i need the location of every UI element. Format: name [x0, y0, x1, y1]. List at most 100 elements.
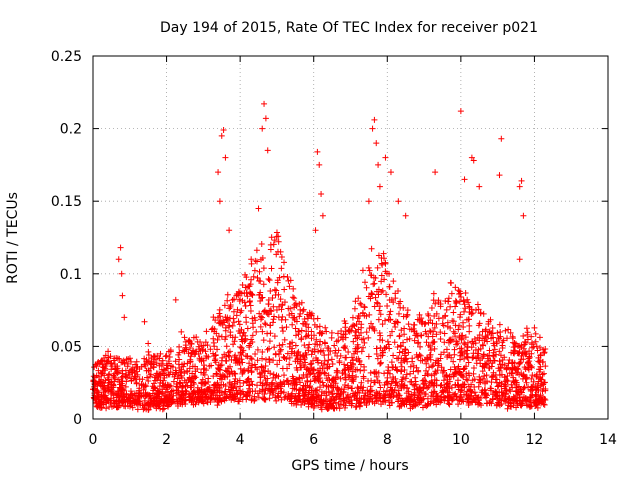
data-point	[314, 391, 321, 398]
data-point	[443, 372, 450, 379]
data-point	[274, 361, 281, 368]
data-point	[320, 382, 327, 389]
data-point	[433, 331, 440, 338]
data-point	[284, 350, 291, 357]
data-point	[242, 271, 249, 278]
data-point	[321, 357, 328, 364]
data-point	[93, 400, 100, 407]
data-point	[233, 312, 240, 319]
data-point	[501, 381, 508, 388]
data-point	[524, 396, 531, 403]
data-point	[216, 394, 223, 401]
data-point	[222, 333, 229, 340]
data-point	[522, 339, 529, 346]
data-point	[232, 375, 239, 382]
data-point	[281, 259, 288, 266]
data-point	[491, 346, 498, 353]
data-point	[262, 376, 269, 383]
data-point	[194, 338, 201, 345]
data-point	[145, 377, 152, 384]
data-point	[463, 370, 470, 377]
data-point	[394, 394, 401, 401]
data-point	[325, 345, 332, 352]
data-point	[383, 291, 390, 298]
data-point	[105, 357, 112, 364]
data-point	[386, 311, 393, 318]
data-point	[456, 322, 463, 329]
data-point	[97, 404, 104, 411]
data-point	[324, 361, 331, 368]
data-point	[365, 198, 372, 205]
data-point	[182, 344, 189, 351]
data-point	[374, 300, 381, 307]
data-point	[289, 294, 296, 301]
data-point	[275, 233, 282, 240]
data-point	[510, 344, 517, 351]
data-point	[412, 398, 419, 405]
data-point	[220, 127, 227, 134]
data-point	[271, 286, 278, 293]
x-tick-labels: 0 2 4 6 8 10 12 14	[89, 432, 617, 448]
data-point	[214, 371, 221, 378]
data-point	[222, 154, 229, 161]
data-point	[214, 346, 221, 353]
data-point	[378, 401, 385, 408]
data-point	[159, 380, 166, 387]
data-point	[513, 398, 520, 405]
data-points	[90, 100, 549, 414]
data-point	[173, 387, 180, 394]
data-point	[428, 304, 435, 311]
data-point	[536, 334, 543, 341]
data-point	[247, 281, 254, 288]
data-point	[373, 350, 380, 357]
data-point	[259, 314, 266, 321]
data-point	[296, 313, 303, 320]
data-point	[356, 389, 363, 396]
data-point	[143, 391, 150, 398]
data-point	[104, 387, 111, 394]
data-point	[178, 384, 185, 391]
data-point	[176, 349, 183, 356]
data-point	[465, 370, 472, 377]
data-point	[487, 387, 494, 394]
data-point	[452, 297, 459, 304]
data-point	[278, 265, 285, 272]
data-point	[497, 364, 504, 371]
data-point	[357, 385, 364, 392]
data-point	[527, 393, 534, 400]
data-point	[296, 301, 303, 308]
data-point	[259, 294, 266, 301]
data-point	[248, 336, 255, 343]
data-point	[503, 365, 510, 372]
data-point	[172, 358, 179, 365]
data-point	[108, 387, 115, 394]
data-point	[213, 370, 220, 377]
data-point	[441, 330, 448, 337]
data-point	[155, 372, 162, 379]
data-point	[214, 402, 221, 409]
data-point	[431, 376, 438, 383]
data-point	[505, 364, 512, 371]
data-point	[362, 392, 369, 399]
data-point	[453, 370, 460, 377]
data-point	[384, 338, 391, 345]
data-point	[403, 313, 410, 320]
data-point	[207, 399, 214, 406]
data-point	[215, 365, 222, 372]
data-point	[169, 371, 176, 378]
data-point	[476, 332, 483, 339]
data-point	[296, 328, 303, 335]
data-point	[484, 352, 491, 359]
data-point	[114, 369, 121, 376]
data-point	[457, 311, 464, 318]
data-point	[388, 391, 395, 398]
data-point	[267, 388, 274, 395]
data-point	[176, 379, 183, 386]
data-point	[432, 169, 439, 176]
data-point	[533, 343, 540, 350]
data-point	[110, 397, 117, 404]
data-point	[450, 358, 457, 365]
data-point	[470, 370, 477, 377]
data-point	[353, 345, 360, 352]
